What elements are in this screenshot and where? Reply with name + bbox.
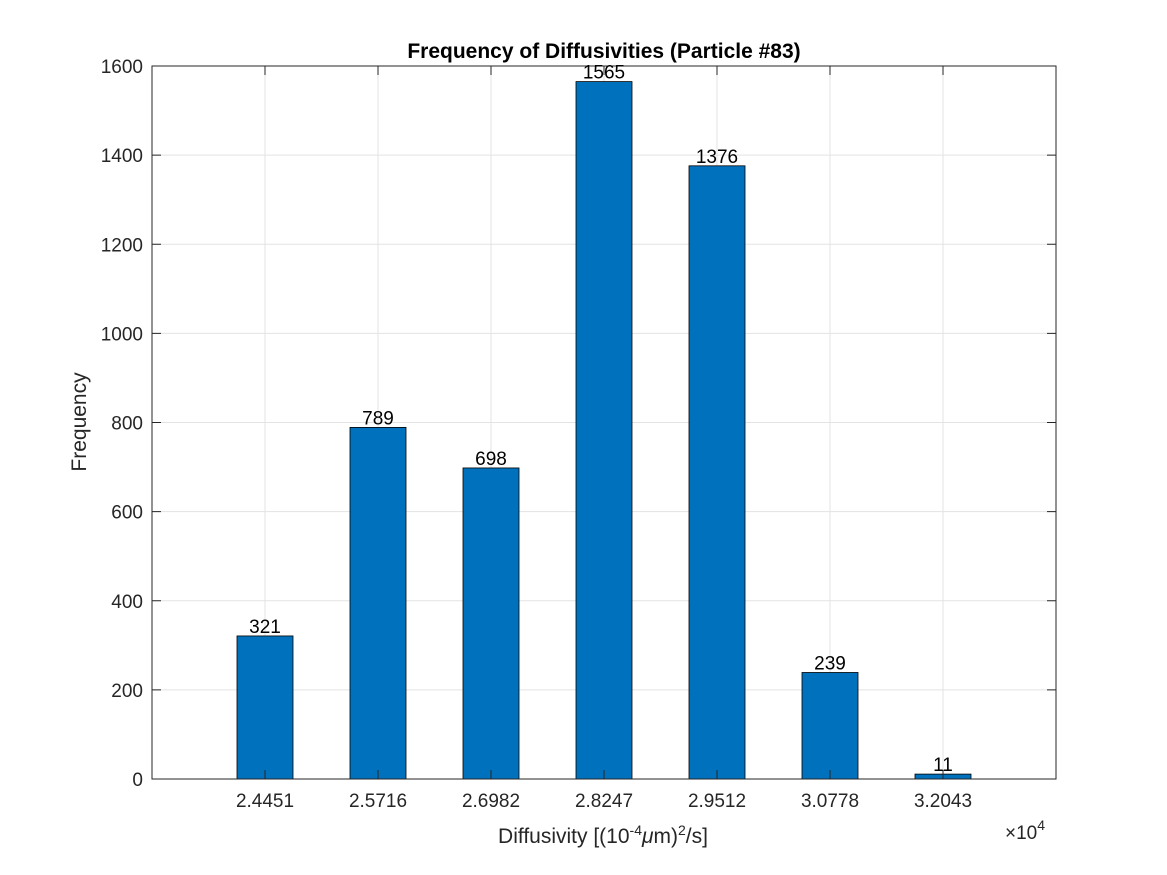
y-tick-label: 1000 (101, 324, 143, 345)
bar-data-label: 321 (249, 617, 281, 638)
y-tick-label: 200 (111, 681, 143, 702)
y-tick-label: 1400 (101, 146, 143, 167)
chart-title: Frequency of Diffusivities (Particle #83… (407, 40, 800, 63)
y-tick-label: 600 (111, 503, 143, 524)
x-tick-label: 3.2043 (914, 791, 972, 812)
bar-data-label: 1376 (696, 147, 738, 168)
bar-data-label: 698 (475, 449, 507, 470)
x-tick-label: 2.8247 (575, 791, 633, 812)
bar-data-label: 1565 (583, 63, 625, 84)
bar-data-label: 239 (814, 653, 846, 674)
x-tick-label: 2.6982 (462, 791, 520, 812)
y-tick-label: 1600 (101, 57, 143, 78)
bar (462, 467, 520, 780)
bar-data-label: 11 (933, 755, 953, 776)
bar (236, 635, 294, 780)
bar (575, 81, 633, 780)
x-tick-label: 2.4451 (236, 791, 294, 812)
y-tick-label: 400 (111, 592, 143, 613)
y-tick-label: 1200 (101, 235, 143, 256)
x-axis-multiplier: ×104 (1005, 817, 1045, 844)
bar (801, 672, 859, 780)
x-tick-label: 3.0778 (801, 791, 859, 812)
bar (349, 427, 407, 780)
axes: 0 200 400 600 800 1000 1200 1400 1600 2.4451 2.571… (101, 57, 1057, 812)
bars (236, 81, 972, 780)
y-tick-label: 800 (111, 414, 143, 435)
y-axis-label: Frequency (68, 372, 91, 472)
x-tick-label: 2.5716 (349, 791, 407, 812)
bar-data-label: 789 (362, 408, 394, 429)
data-labels: 321 789 698 1565 1376 239 11 (249, 63, 953, 777)
bar (688, 165, 746, 780)
y-tick-label: 0 (132, 770, 143, 791)
x-axis-label: Diffusivity [(10-4μm)2/s] (498, 822, 708, 848)
x-tick-label: 2.9512 (688, 791, 746, 812)
